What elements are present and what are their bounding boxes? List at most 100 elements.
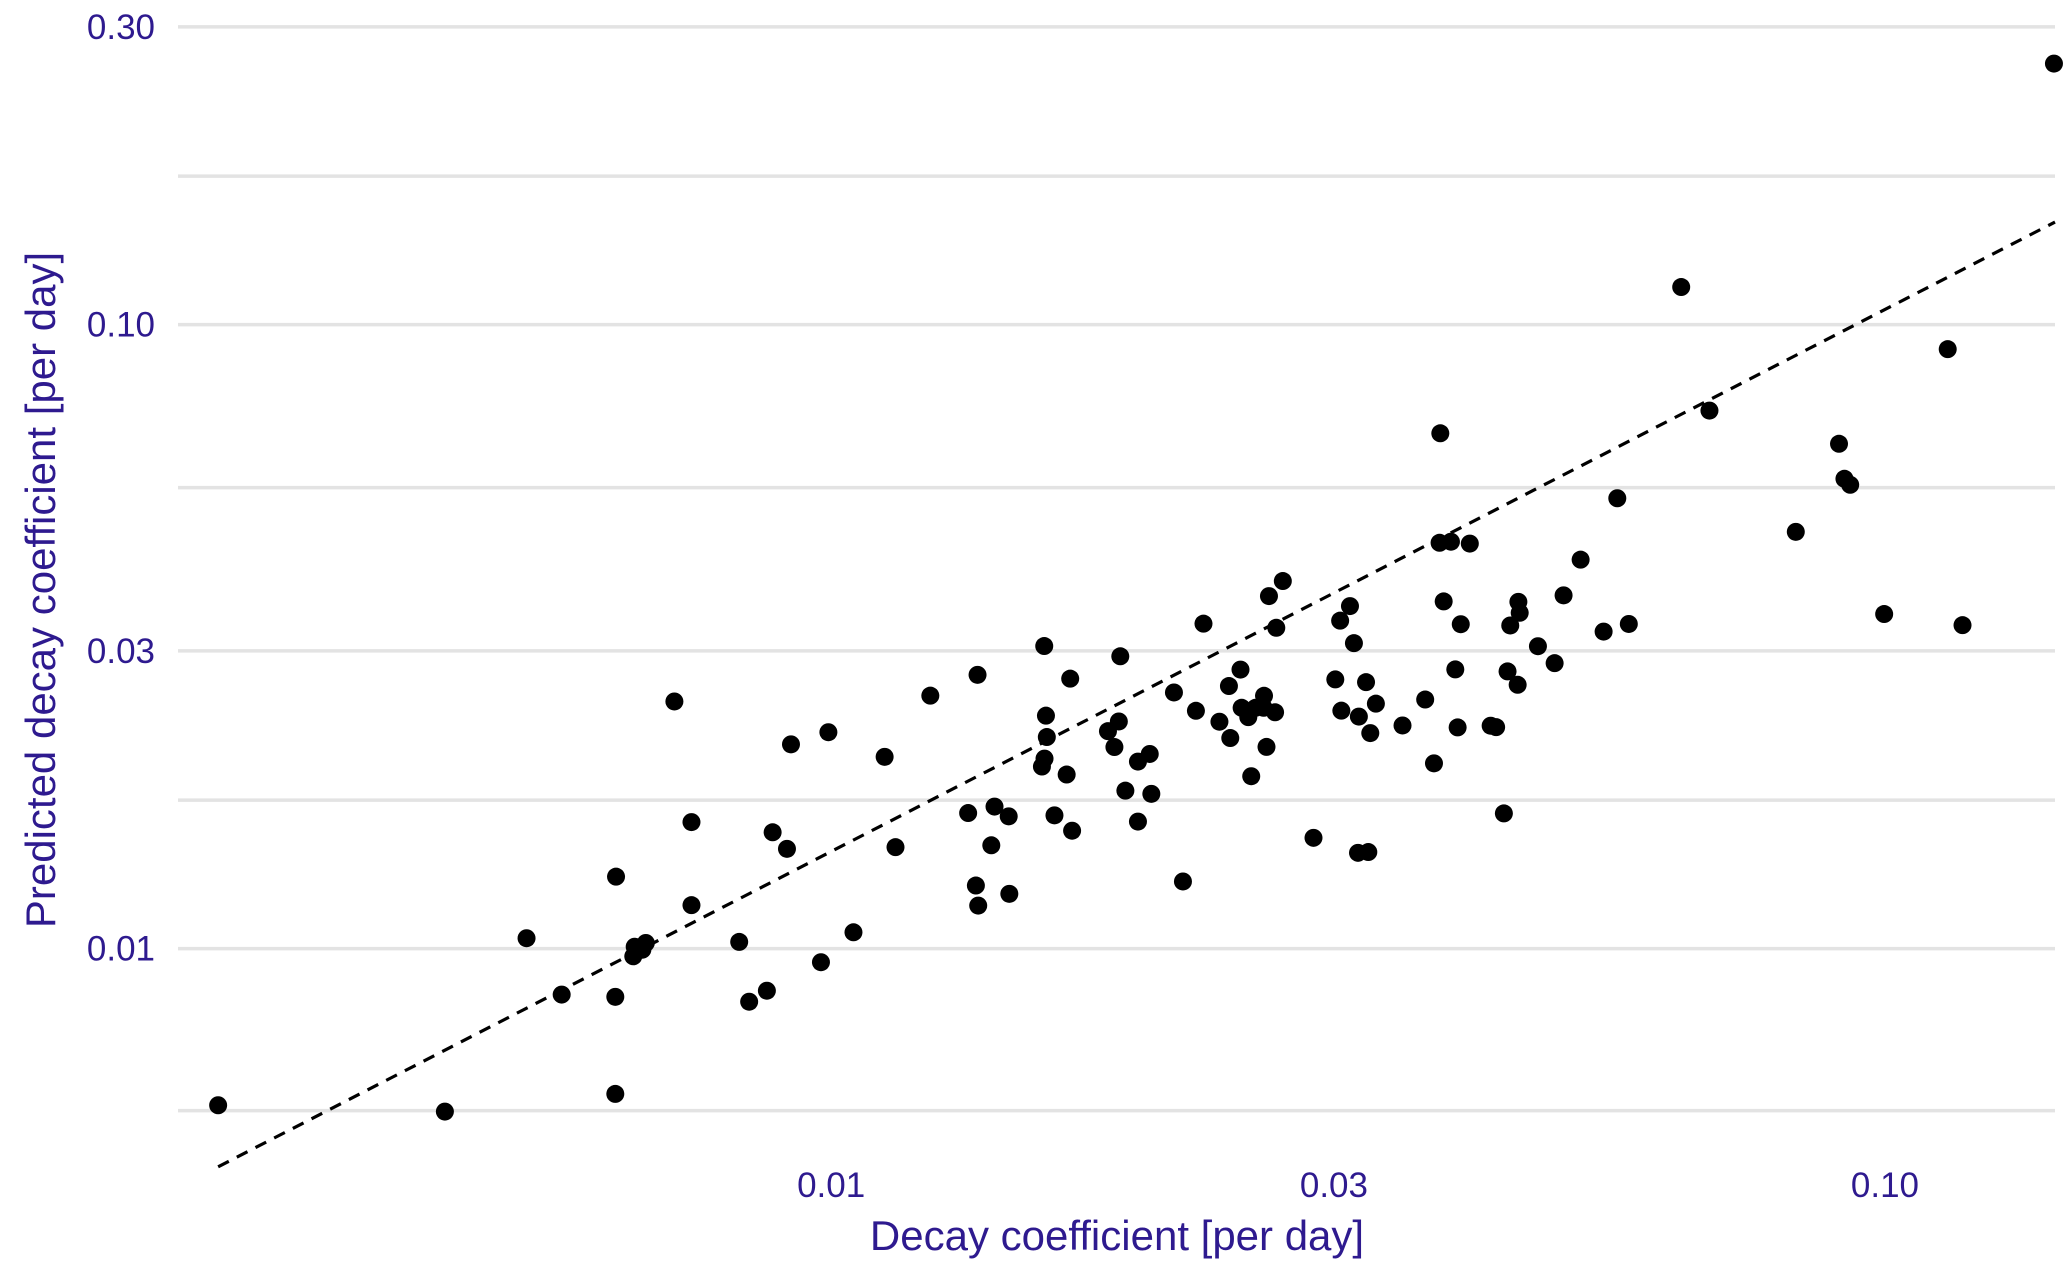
x-tick-label: 0.10 bbox=[1851, 1166, 1919, 1205]
data-point bbox=[1938, 340, 1957, 359]
data-point bbox=[1366, 694, 1385, 713]
data-point bbox=[959, 804, 978, 823]
data-point bbox=[1061, 669, 1080, 688]
data-point bbox=[1037, 728, 1056, 747]
data-point bbox=[1571, 550, 1590, 569]
data-point bbox=[2044, 54, 2063, 73]
data-point bbox=[1830, 434, 1849, 453]
data-point bbox=[811, 953, 830, 972]
data-point bbox=[1128, 812, 1147, 831]
data-point bbox=[1424, 754, 1443, 773]
data-point bbox=[1242, 767, 1261, 786]
data-point bbox=[1508, 675, 1527, 694]
data-point bbox=[1528, 637, 1547, 656]
data-point bbox=[1326, 670, 1345, 689]
data-point bbox=[781, 735, 800, 754]
data-point bbox=[552, 985, 571, 1004]
data-point bbox=[740, 992, 759, 1011]
data-point bbox=[1361, 724, 1380, 743]
data-point bbox=[1608, 489, 1627, 508]
data-point bbox=[1545, 654, 1564, 673]
data-point bbox=[1259, 587, 1278, 606]
data-point bbox=[665, 692, 684, 711]
data-point bbox=[1273, 572, 1292, 591]
data-point bbox=[1393, 716, 1412, 735]
data-point bbox=[1194, 614, 1213, 633]
data-point bbox=[1105, 738, 1124, 757]
data-point bbox=[1510, 603, 1529, 622]
data-point bbox=[1416, 690, 1435, 709]
data-point bbox=[999, 807, 1018, 826]
data-point bbox=[1332, 701, 1351, 720]
data-point bbox=[636, 933, 655, 952]
data-point bbox=[1173, 872, 1192, 891]
data-point bbox=[606, 987, 625, 1006]
data-point bbox=[1460, 534, 1479, 553]
y-tick-label: 0.10 bbox=[87, 306, 155, 345]
data-point bbox=[1331, 611, 1350, 630]
data-point bbox=[1501, 616, 1520, 635]
data-point bbox=[606, 1084, 625, 1103]
data-point bbox=[1221, 729, 1240, 748]
data-point bbox=[1140, 744, 1159, 763]
data-point bbox=[1142, 784, 1161, 803]
data-point bbox=[886, 838, 905, 857]
y-tick-label: 0.03 bbox=[87, 632, 155, 671]
data-point bbox=[1266, 703, 1285, 722]
x-tick-label: 0.03 bbox=[1300, 1166, 1368, 1205]
data-point bbox=[209, 1096, 228, 1115]
data-point bbox=[1231, 660, 1250, 679]
data-point bbox=[1036, 706, 1055, 725]
reference-line bbox=[217, 220, 2056, 1169]
data-point bbox=[1035, 749, 1054, 768]
data-point bbox=[1451, 615, 1470, 634]
data-point bbox=[819, 723, 838, 742]
data-point bbox=[1057, 765, 1076, 784]
data-point bbox=[1340, 597, 1359, 616]
data-point bbox=[1349, 707, 1368, 726]
data-point bbox=[1304, 828, 1323, 847]
data-point bbox=[1116, 781, 1135, 800]
data-point bbox=[1841, 475, 1860, 494]
data-point bbox=[1875, 605, 1894, 624]
data-point bbox=[517, 929, 536, 948]
data-point bbox=[1111, 647, 1130, 666]
data-point bbox=[1494, 804, 1513, 823]
gridlines bbox=[178, 25, 2055, 1113]
data-point bbox=[1035, 637, 1054, 656]
data-point bbox=[1045, 806, 1064, 825]
data-point bbox=[966, 876, 985, 895]
data-point bbox=[1786, 522, 1805, 541]
data-point bbox=[1448, 718, 1467, 737]
data-point bbox=[982, 836, 1001, 855]
data-point bbox=[1953, 616, 1972, 635]
data-point bbox=[1594, 622, 1613, 641]
data-point bbox=[757, 981, 776, 1000]
data-point bbox=[1344, 634, 1363, 653]
data-point bbox=[1000, 884, 1019, 903]
data-point bbox=[1267, 618, 1286, 637]
y-tick-label: 0.01 bbox=[87, 930, 155, 969]
y-axis-title: Predicted decay coefficient [per day] bbox=[17, 252, 64, 928]
data-point bbox=[682, 896, 701, 915]
data-point bbox=[1434, 592, 1453, 611]
reference-line-layer bbox=[217, 220, 2056, 1169]
data-point bbox=[1487, 718, 1506, 737]
data-point bbox=[1554, 586, 1573, 605]
data-point bbox=[1109, 712, 1128, 731]
data-point bbox=[1210, 712, 1229, 731]
data-point bbox=[968, 665, 987, 684]
data-point bbox=[1257, 737, 1276, 756]
data-point bbox=[1063, 821, 1082, 840]
data-point bbox=[1255, 686, 1274, 705]
y-tick-label: 0.30 bbox=[87, 8, 155, 47]
data-point bbox=[969, 896, 988, 915]
data-point bbox=[730, 932, 749, 951]
data-point bbox=[1446, 660, 1465, 679]
data-point bbox=[435, 1102, 454, 1121]
x-axis-title: Decay coefficient [per day] bbox=[870, 1212, 1364, 1259]
tick-labels: 0.01 0.03 0.10 0.01 0.03 0.10 0.30 bbox=[87, 8, 1919, 1205]
data-point bbox=[1441, 532, 1460, 551]
data-point bbox=[1164, 683, 1183, 702]
